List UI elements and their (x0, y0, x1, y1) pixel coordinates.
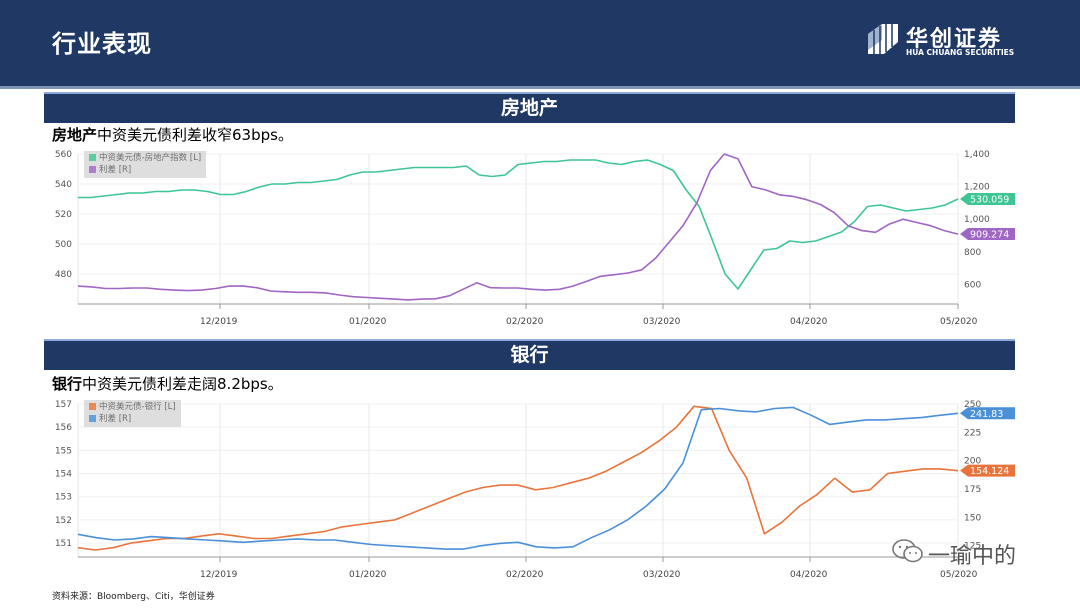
subtitle-bold: 银行 (52, 375, 83, 393)
series-line (77, 406, 959, 550)
y-tick-label-left: 500 (55, 240, 72, 250)
x-tick-label: 03/2020 (643, 570, 681, 580)
y-tick-label-left: 152 (55, 516, 72, 526)
x-tick-label: 03/2020 (643, 317, 681, 327)
y-tick-label-right: 1,200 (964, 183, 990, 193)
chart-bank: 157 156 155 154 153 152 151 250 225 200 175 150 125 1… (44, 395, 1015, 583)
logo-mark-icon (868, 24, 898, 54)
header-bar (0, 0, 1080, 86)
y-tick-label-right: 1,000 (964, 215, 990, 225)
end-value-flag (960, 464, 1015, 477)
y-tick-label-left: 154 (55, 470, 72, 480)
y-tick-label-right: 225 (964, 428, 981, 438)
series-line (77, 153, 959, 301)
legend-label: 利差 [R] (99, 414, 132, 424)
end-value-flag (960, 407, 1015, 420)
company-logo: 华创证券 HUA CHUANG SECURITIES (864, 20, 1024, 60)
legend-entry: 中资美元债-房地产指数 [L] (89, 152, 201, 164)
header-divider (0, 86, 1080, 89)
chart-legend: 中资美元债-银行 [L] 利差 [R] (84, 400, 181, 427)
y-tick-label-left: 540 (55, 180, 72, 190)
legend-entry: 利差 [R] (89, 164, 201, 176)
end-value-label: 909.274 (970, 230, 1009, 241)
section-subtitle-real-estate: 房地产中资美元债利差收窄63bps。 (52, 124, 293, 145)
legend-entry: 利差 [R] (89, 413, 176, 425)
y-tick-label-left: 155 (55, 446, 72, 456)
x-tick-label: 05/2020 (940, 317, 978, 327)
wechat-icon (892, 539, 923, 563)
y-tick-label-left: 156 (55, 423, 72, 433)
end-value-label: 241.83 (970, 409, 1003, 420)
x-tick-label: 01/2020 (349, 570, 387, 580)
legend-label: 中资美元债-房地产指数 [L] (99, 153, 202, 163)
x-tick-label: 04/2020 (790, 317, 828, 327)
y-tick-label-left: 480 (55, 270, 72, 280)
end-value-label: 154.124 (970, 466, 1009, 477)
end-value-flag (960, 228, 1015, 241)
end-value-flag (960, 193, 1015, 205)
legend-label: 利差 [R] (99, 165, 132, 175)
x-tick-label: 02/2020 (506, 317, 544, 327)
chart-svg-real-estate: 560 540 520 500 480 1,400 1,200 1,000 800 600 12/2… (55, 150, 1015, 327)
legend-entry: 中资美元债-银行 [L] (89, 401, 176, 413)
y-tick-label-left: 157 (55, 400, 72, 410)
y-tick-label-right: 800 (964, 248, 981, 258)
section-bar-bank: 银行 (44, 339, 1015, 370)
source-note: 资料来源：Bloomberg、Citi，华创证券 (52, 592, 215, 602)
y-tick-label-right: 200 (964, 457, 981, 467)
page-title: 行业表现 (52, 30, 152, 58)
section-bar-real-estate: 房地产 (44, 92, 1015, 123)
chart-legend: 中资美元债-房地产指数 [L] 利差 [R] (84, 151, 207, 178)
plot-area (77, 153, 959, 305)
subtitle-text: 中资美元债利差走阔8.2bps。 (82, 375, 283, 393)
y-tick-label-right: 600 (964, 280, 981, 290)
chart-svg-bank: 157 156 155 154 153 152 151 250 225 200 175 150 125 1… (55, 400, 1015, 580)
x-tick-label: 12/2019 (200, 570, 238, 580)
y-tick-label-right: 175 (964, 485, 981, 495)
subtitle-text: 中资美元债利差收窄63bps。 (97, 126, 293, 144)
series-line (77, 405, 959, 551)
chart-real-estate: 560 540 520 500 480 1,400 1,200 1,000 800 600 12/2… (44, 146, 1015, 330)
y-tick-label-right: 125 (964, 542, 981, 552)
watermark-text: 一瑜中的 (928, 544, 1017, 569)
y-tick-label-right: 250 (964, 400, 981, 410)
section-subtitle-bank: 银行中资美元债利差走阔8.2bps。 (52, 373, 283, 394)
end-value-label: 530.059 (970, 195, 1009, 206)
subtitle-bold: 房地产 (52, 126, 98, 144)
y-tick-label-left: 520 (55, 210, 72, 220)
logo-text: 华创证券 (906, 27, 1003, 52)
y-tick-label-left: 560 (55, 150, 72, 160)
y-tick-label-left: 151 (55, 539, 72, 549)
x-tick-label: 12/2019 (200, 317, 238, 327)
y-tick-label-right: 150 (964, 513, 981, 523)
y-tick-label-left: 153 (55, 493, 72, 503)
x-tick-label: 04/2020 (790, 570, 828, 580)
series-line (78, 159, 959, 290)
x-tick-label: 01/2020 (349, 317, 387, 327)
logo-subtext: HUA CHUANG SECURITIES (906, 48, 1015, 57)
x-tick-label: 02/2020 (506, 570, 544, 580)
legend-label: 中资美元债-银行 [L] (99, 402, 176, 412)
x-tick-label: 05/2020 (940, 570, 978, 580)
y-tick-label-right: 1,400 (964, 150, 990, 160)
